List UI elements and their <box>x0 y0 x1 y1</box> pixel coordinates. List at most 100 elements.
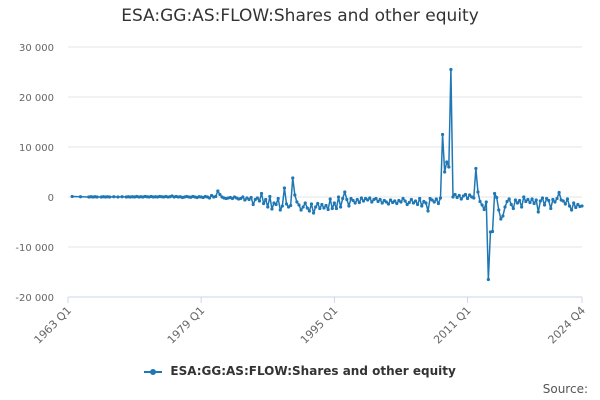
legend[interactable]: ESA:GG:AS:FLOW:Shares and other equity <box>0 364 600 378</box>
data-point <box>366 198 370 202</box>
gridlines <box>68 46 582 298</box>
data-point <box>297 203 301 207</box>
data-point <box>307 209 311 213</box>
data-point <box>276 196 280 201</box>
data-point <box>526 197 530 202</box>
data-point <box>311 211 316 215</box>
y-tick-label: 10 000 <box>19 143 54 154</box>
data-point <box>268 194 272 199</box>
data-point <box>241 195 245 199</box>
chart-title: ESA:GG:AS:FLOW:Shares and other equity <box>121 6 479 26</box>
data-point <box>218 192 222 197</box>
data-point <box>284 202 289 206</box>
data-point <box>301 205 305 209</box>
data-point <box>572 201 576 205</box>
data-point <box>457 193 461 198</box>
data-point <box>447 165 451 169</box>
data-point <box>347 204 351 208</box>
data-point <box>555 196 559 201</box>
data-point <box>266 205 270 209</box>
data-point <box>243 198 247 202</box>
y-tick-label: -10 000 <box>15 243 54 254</box>
data-point <box>370 200 374 204</box>
x-tick-label: 1995 Q1 <box>298 304 341 347</box>
data-point <box>401 196 405 201</box>
data-point <box>207 196 212 200</box>
series-line <box>72 68 583 281</box>
data-point <box>293 193 297 197</box>
data-point <box>476 190 480 194</box>
legend-swatch <box>144 368 163 375</box>
data-point <box>345 197 349 202</box>
data-point <box>445 160 449 164</box>
data-point <box>474 166 478 171</box>
data-point <box>434 197 438 201</box>
data-point <box>501 214 505 218</box>
data-point <box>532 201 536 206</box>
data-point <box>565 197 570 201</box>
data-point <box>503 205 507 209</box>
data-point <box>567 204 572 208</box>
data-point <box>524 199 528 204</box>
data-point <box>349 196 353 201</box>
data-point <box>339 205 343 209</box>
y-tick-label: 30 000 <box>19 43 54 54</box>
data-point <box>551 197 555 202</box>
y-tick-label: 0 <box>48 193 54 204</box>
data-point <box>484 200 488 204</box>
data-point <box>328 197 332 201</box>
data-point <box>393 199 397 203</box>
data-point <box>376 199 380 204</box>
data-point <box>78 195 83 199</box>
data-point <box>426 209 430 213</box>
data-point <box>420 204 424 208</box>
data-point <box>486 277 490 282</box>
data-point <box>386 202 391 206</box>
data-point <box>309 202 314 206</box>
data-point <box>409 197 413 202</box>
data-point <box>247 197 251 202</box>
data-point <box>351 198 355 203</box>
data-point <box>380 201 384 205</box>
data-point <box>547 198 551 203</box>
data-point <box>430 198 434 202</box>
data-point <box>443 170 447 174</box>
data-point <box>399 200 403 204</box>
data-point <box>249 195 253 200</box>
data-point <box>395 201 399 206</box>
data-point <box>490 229 495 234</box>
data-point <box>451 195 455 199</box>
data-point <box>405 202 409 207</box>
data-point <box>326 207 330 212</box>
data-point <box>322 206 326 210</box>
data-point <box>576 202 580 207</box>
x-tick-label: 1979 Q1 <box>165 304 208 347</box>
data-point <box>432 200 436 204</box>
data-point <box>336 195 341 199</box>
data-point <box>299 208 303 212</box>
data-point <box>112 195 116 199</box>
data-point <box>580 204 584 208</box>
data-point <box>520 205 524 209</box>
data-point <box>303 201 307 205</box>
data-point <box>332 201 336 205</box>
data-point <box>472 196 476 200</box>
data-point <box>505 199 509 204</box>
data-point <box>407 200 411 205</box>
data-point <box>540 196 545 200</box>
data-point <box>522 195 526 199</box>
data-point <box>264 197 268 202</box>
data-point <box>515 201 520 205</box>
data-point <box>262 201 266 206</box>
data-point <box>499 217 503 221</box>
data-point <box>403 199 407 203</box>
data-point <box>549 206 553 211</box>
data-point <box>257 199 262 203</box>
data-point <box>341 196 345 201</box>
data-point <box>251 202 255 207</box>
data-point <box>563 202 567 206</box>
data-point <box>314 205 318 209</box>
data-point <box>453 192 457 197</box>
data-point <box>330 206 334 211</box>
data-point <box>416 202 420 207</box>
